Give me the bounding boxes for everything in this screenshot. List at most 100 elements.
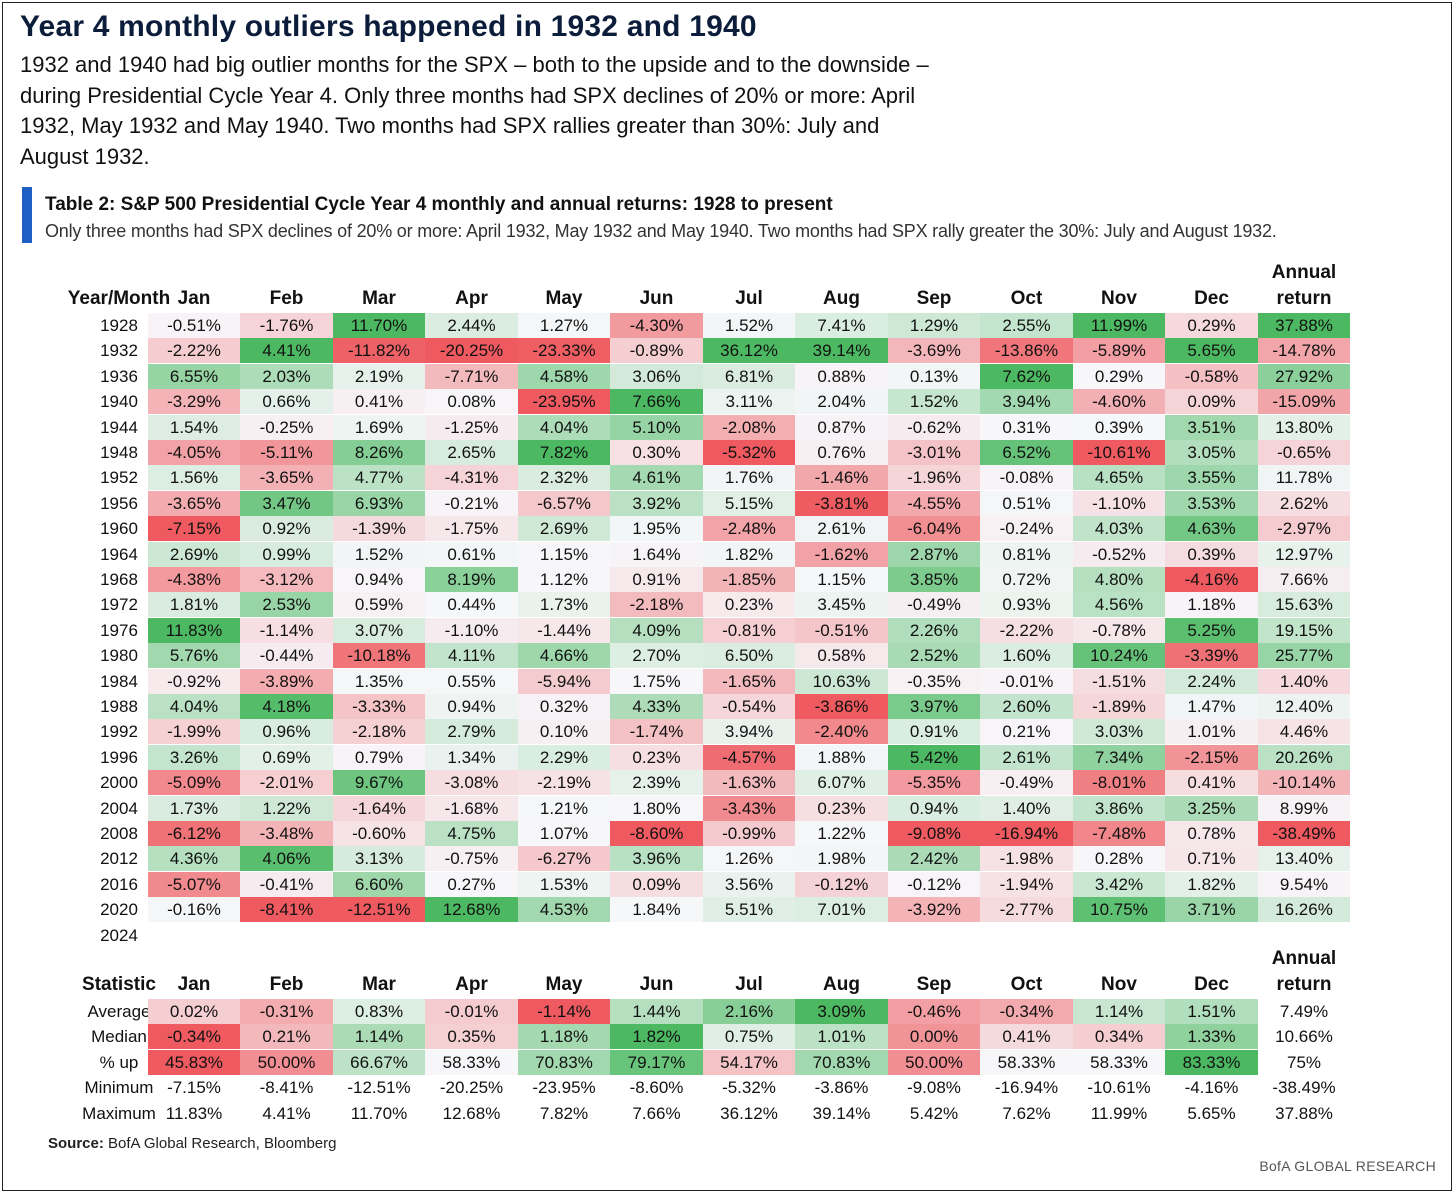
cell-1940-aug: 2.04% (795, 389, 888, 415)
cell-1952-jan: 1.56% (147, 465, 241, 491)
stats-row-header: Statistic (82, 974, 156, 995)
cell-1996-oct: 2.61% (980, 744, 1073, 770)
stat-cell-median-sep: 0.00% (887, 1024, 981, 1050)
stats-col-annual-line2: return (1276, 974, 1332, 995)
cell-1980-apr: 4.11% (425, 643, 518, 669)
cell-1996-annual: 20.26% (1257, 744, 1351, 770)
cell-1980-sep: 2.52% (887, 643, 981, 669)
cell-2012-jun: 3.96% (610, 846, 703, 872)
cell-1984-aug: 10.63% (795, 668, 888, 694)
stats-col-apr: Apr (455, 974, 488, 995)
stat-cell--up-oct: 58.33% (980, 1049, 1073, 1075)
cell-1980-mar: -10.18% (332, 643, 426, 669)
row-label-1988: 1988 (100, 697, 138, 716)
stat-cell--up-may: 70.83% (517, 1049, 611, 1075)
cell-1968-feb: -3.12% (240, 567, 333, 592)
cell-1980-feb: -0.44% (240, 643, 333, 669)
cell-1968-sep: 3.85% (887, 567, 981, 592)
cell-1980-oct: 1.60% (980, 643, 1073, 669)
cell-1940-dec: 0.09% (1165, 389, 1258, 415)
cell-1952-dec: 3.55% (1165, 465, 1258, 491)
stats-col-dec: Dec (1194, 974, 1229, 995)
cell-1992-may: 0.10% (517, 719, 611, 745)
cell-2012-jan: 4.36% (147, 846, 241, 872)
cell-1968-may: 1.12% (517, 567, 611, 592)
stats-col-oct: Oct (1010, 974, 1043, 995)
cell-1928-mar: 11.70% (332, 313, 426, 338)
source-note: Source: BofA Global Research, Bloomberg (48, 1135, 337, 1152)
source-label: Source: (48, 1135, 104, 1152)
cell-1996-apr: 1.34% (425, 744, 518, 770)
source-text: BofA Global Research, Bloomberg (108, 1135, 337, 1152)
row-label-1956: 1956 (100, 493, 138, 513)
cell-1928-nov: 11.99% (1072, 313, 1166, 338)
cell-2012-sep: 2.42% (887, 846, 981, 872)
stat-label-average: Average (87, 1002, 151, 1021)
cell-1984-apr: 0.55% (425, 668, 518, 694)
cell-1956-apr: -0.21% (425, 490, 518, 516)
row-label-1972: 1972 (100, 595, 138, 615)
cell-1988-nov: -1.89% (1072, 694, 1166, 719)
row-label-1984: 1984 (100, 671, 138, 691)
cell-1964-sep: 2.87% (887, 541, 981, 567)
cell-1932-mar: -11.82% (332, 338, 426, 364)
cell-1992-annual: 4.46% (1257, 719, 1351, 745)
stat-label-minimum: Minimum (84, 1078, 154, 1098)
stat-cell-maximum-oct: 7.62% (1002, 1103, 1051, 1123)
stat-cell-median-oct: 0.41% (980, 1024, 1073, 1050)
stat-cell-median-jan: -0.34% (147, 1024, 241, 1050)
cell-1988-mar: -3.33% (332, 694, 426, 719)
cell-1928-aug: 7.41% (795, 313, 888, 338)
cell-2012-oct: -1.98% (980, 846, 1073, 872)
cell-1984-jan: -0.92% (147, 668, 241, 694)
returns-col-annual-line1: Annual (1271, 262, 1337, 283)
returns-col-annual-line2: return (1276, 288, 1332, 309)
cell-2016-annual: 9.54% (1257, 871, 1351, 897)
cell-1968-annual: 7.66% (1257, 567, 1351, 592)
row-label-2000: 2000 (100, 773, 138, 793)
cell-1972-may: 1.73% (517, 592, 611, 618)
row-label-2024: 2024 (100, 925, 138, 945)
cell-1928-jun: -4.30% (610, 313, 703, 338)
cell-2000-jun: 2.39% (610, 770, 703, 796)
cell-2012-aug: 1.98% (795, 846, 888, 872)
cell-2016-apr: 0.27% (425, 871, 518, 897)
cell-1988-jun: 4.33% (610, 694, 703, 719)
stat-cell-minimum-nov: -10.61% (1087, 1078, 1151, 1098)
stats-col-jul: Jul (735, 974, 763, 995)
stat-cell--up-jan: 45.83% (147, 1049, 241, 1075)
cell-1940-may: -23.95% (517, 389, 611, 415)
cell-1936-apr: -7.71% (425, 363, 518, 389)
cell-1972-aug: 3.45% (795, 592, 888, 618)
stat-cell-maximum-annual: 37.88% (1275, 1103, 1333, 1123)
cell-2008-nov: -7.48% (1072, 821, 1166, 846)
cell-1944-aug: 0.87% (795, 414, 888, 440)
cell-1940-jul: 3.11% (702, 389, 796, 415)
cell-1968-nov: 4.80% (1072, 567, 1166, 592)
cell-1988-annual: 12.40% (1257, 694, 1351, 719)
cell-1952-jul: 1.76% (702, 465, 796, 491)
cell-1992-jan: -1.99% (147, 719, 241, 745)
stat-cell-maximum-jun: 7.66% (632, 1103, 681, 1123)
stat-cell--up-apr: 58.33% (425, 1049, 518, 1075)
stat-cell-maximum-mar: 11.70% (350, 1103, 408, 1123)
cell-1984-oct: -0.01% (980, 668, 1073, 694)
cell-1940-feb: 0.66% (240, 389, 333, 415)
stat-cell-median-jul: 0.75% (702, 1024, 796, 1050)
cell-2008-oct: -16.94% (980, 821, 1073, 846)
stat-cell-minimum-feb: -8.41% (259, 1078, 314, 1098)
cell-1936-feb: 2.03% (240, 363, 333, 389)
cell-1936-mar: 2.19% (332, 363, 426, 389)
stat-cell-average-annual: 7.49% (1279, 1002, 1329, 1021)
cell-1996-sep: 5.42% (887, 744, 981, 770)
cell-1976-jun: 4.09% (610, 617, 703, 643)
cell-2000-jul: -1.63% (702, 770, 796, 796)
stat-cell-maximum-sep: 5.42% (909, 1103, 959, 1123)
cell-1960-jul: -2.48% (702, 516, 796, 542)
cell-1948-annual: -0.65% (1257, 440, 1351, 465)
stats-col-jan: Jan (177, 974, 211, 995)
stats-col-jun: Jun (639, 974, 674, 995)
cell-1936-nov: 0.29% (1072, 363, 1166, 389)
cell-2000-apr: -3.08% (425, 770, 518, 796)
cell-1960-dec: 4.63% (1165, 516, 1258, 542)
